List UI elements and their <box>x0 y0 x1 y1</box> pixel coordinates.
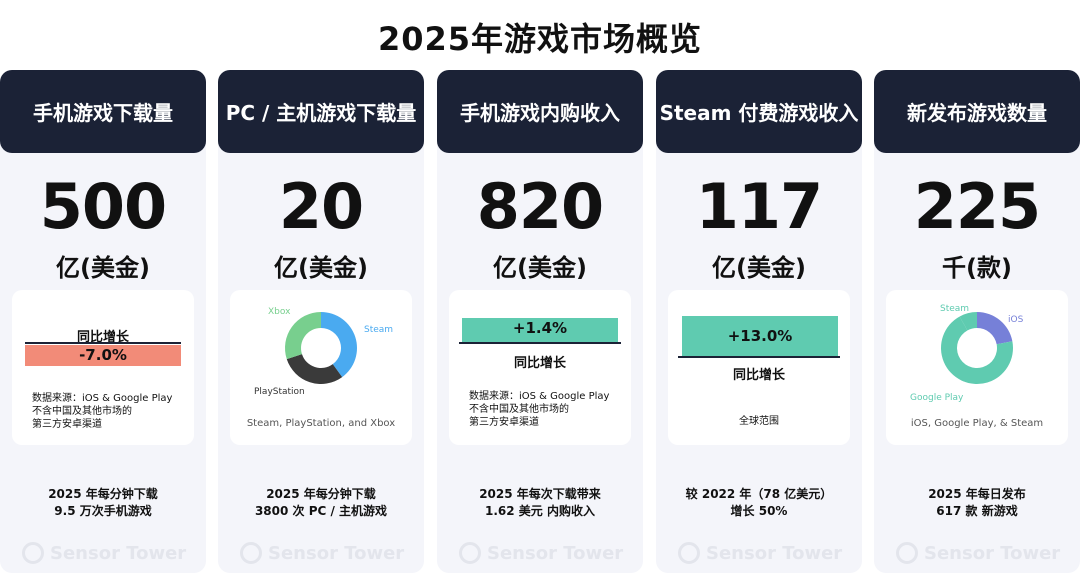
donut-label: Google Play <box>910 393 964 403</box>
yoy-bar: +13.0% <box>682 316 838 356</box>
yoy-bar: -7.0% <box>25 345 181 366</box>
yoy-value: +1.4% <box>462 318 618 338</box>
metric-unit: 亿(美金) <box>56 254 150 282</box>
footer-line: 增长 50% <box>730 504 788 518</box>
watermark-text: Sensor Tower <box>924 542 1061 564</box>
note-line: 第三方安卓渠道 <box>32 419 102 430</box>
metric-unit: 亿(美金) <box>712 254 806 282</box>
card-mobile-downloads: 手机游戏下载量 500 亿(美金) 同比增长 -7.0% 数据来源：iOS & … <box>0 70 206 573</box>
source-note: 数据来源：iOS & Google Play 不含中国及其他市场的 第三方安卓渠… <box>469 390 629 429</box>
watermark-text: Sensor Tower <box>487 542 624 564</box>
card-new-game-releases: 新发布游戏数量 225 千(款) iOS Google Play Steam iOS… <box>874 70 1080 573</box>
platform-donut-chart: Steam PlayStation Xbox <box>254 307 393 397</box>
sensor-tower-watermark: Sensor Tower <box>240 540 410 566</box>
donut-slice-steam <box>959 312 977 331</box>
card-footer: 2025 年每日发布 617 款 新游戏 <box>874 486 1080 520</box>
sensor-tower-logo-icon <box>896 542 918 564</box>
card-steam-paid-revenue: Steam 付费游戏收入 117 亿(美金) +13.0% 同比增长 全球范围 … <box>656 70 862 573</box>
source-line: iOS, Google Play, & Steam <box>910 418 1044 429</box>
sensor-tower-logo-icon <box>22 542 44 564</box>
footer-line: 2025 年每分钟下载 <box>266 487 376 501</box>
sensor-tower-watermark: Sensor Tower <box>896 540 1066 566</box>
yoy-baseline <box>25 342 181 344</box>
footer-line: 2025 年每分钟下载 <box>48 487 158 501</box>
donut-slice-ios <box>977 312 1013 345</box>
note-line: 不含中国及其他市场的 <box>469 404 569 415</box>
note-line: 不含中国及其他市场的 <box>32 406 132 417</box>
card-footer: 2025 年每分钟下载 9.5 万次手机游戏 <box>0 486 206 520</box>
yoy-baseline <box>678 356 840 358</box>
card-footer: 2025 年每次下载带来 1.62 美元 内购收入 <box>437 486 643 520</box>
sensor-tower-logo-icon <box>240 542 262 564</box>
metric-value: 820 <box>476 170 604 243</box>
donut-slice-steam <box>321 312 357 378</box>
footer-line: 1.62 美元 内购收入 <box>485 504 595 518</box>
footer-line: 617 款 新游戏 <box>936 504 1018 518</box>
metric-value: 500 <box>39 170 167 243</box>
metric-value: 225 <box>913 170 1041 243</box>
card-header: Steam 付费游戏收入 <box>656 70 862 153</box>
note-line: 数据来源：iOS & Google Play <box>469 391 610 402</box>
yoy-baseline <box>459 342 621 344</box>
footer-line: 较 2022 年（78 亿美元） <box>685 487 833 501</box>
watermark-text: Sensor Tower <box>50 542 187 564</box>
sensor-tower-watermark: Sensor Tower <box>459 540 629 566</box>
card-header: 新发布游戏数量 <box>874 70 1080 153</box>
donut-label: Steam <box>364 325 393 335</box>
donut-label: Steam <box>940 304 969 314</box>
footer-line: 2025 年每次下载带来 <box>479 487 601 501</box>
card-pc-console-downloads: PC / 主机游戏下载量 20 亿(美金) Steam PlayStation Xb… <box>218 70 424 573</box>
platform-donut-chart: iOS Google Play Steam <box>910 304 1024 403</box>
platform-panel: iOS Google Play Steam iOS, Google Play, & … <box>886 290 1068 445</box>
footer-line: 3800 次 PC / 主机游戏 <box>254 504 388 518</box>
sensor-tower-logo-icon <box>459 542 481 564</box>
card-footer: 较 2022 年（78 亿美元） 增长 50% <box>656 486 862 520</box>
watermark-text: Sensor Tower <box>706 542 843 564</box>
donut-slice-xbox <box>285 312 321 360</box>
page-title: 2025年游戏市场概览 <box>377 20 703 58</box>
yoy-panel: 同比增长 -7.0% 数据来源：iOS & Google Play 不含中国及其… <box>12 290 194 445</box>
donut-slice-google-play <box>941 316 1013 384</box>
cards-row: 手机游戏下载量 500 亿(美金) 同比增长 -7.0% 数据来源：iOS & … <box>0 70 1080 573</box>
source-note: 数据来源：iOS & Google Play 不含中国及其他市场的 第三方安卓渠… <box>32 392 192 431</box>
yoy-label: 同比增长 <box>76 330 129 345</box>
metric-unit: 亿(美金) <box>493 254 587 282</box>
source-line: Steam, PlayStation, and Xbox <box>246 418 396 429</box>
donut-slice-playstation <box>286 354 343 384</box>
donut-label: iOS <box>1008 315 1024 325</box>
metric-value: 20 <box>278 170 364 243</box>
platform-panel: Steam PlayStation Xbox Steam, PlayStation,… <box>230 290 412 445</box>
footer-line: 2025 年每日发布 <box>928 487 1026 501</box>
sensor-tower-watermark: Sensor Tower <box>22 540 192 566</box>
note-line: 第三方安卓渠道 <box>469 417 539 428</box>
yoy-panel: +13.0% 同比增长 全球范围 <box>668 290 850 445</box>
card-mobile-iap-revenue: 手机游戏内购收入 820 亿(美金) +1.4% 同比增长 数据来源：iOS &… <box>437 70 643 573</box>
yoy-bar <box>462 338 618 342</box>
donut-label: PlayStation <box>254 387 305 397</box>
footer-line: 9.5 万次手机游戏 <box>54 504 152 518</box>
sensor-tower-logo-icon <box>678 542 700 564</box>
card-header: 手机游戏下载量 <box>0 70 206 153</box>
sensor-tower-watermark: Sensor Tower <box>678 540 848 566</box>
yoy-label: 同比增长 <box>513 356 566 371</box>
watermark-text: Sensor Tower <box>268 542 405 564</box>
card-footer: 2025 年每分钟下载 3800 次 PC / 主机游戏 <box>218 486 424 520</box>
yoy-panel: +1.4% 同比增长 数据来源：iOS & Google Play 不含中国及其… <box>449 290 631 445</box>
note-line: 数据来源：iOS & Google Play <box>32 393 173 404</box>
metric-value: 117 <box>695 170 823 243</box>
donut-label: Xbox <box>268 307 291 317</box>
scope-note: 全球范围 <box>739 416 779 427</box>
card-header: PC / 主机游戏下载量 <box>218 70 424 153</box>
metric-unit: 千(款) <box>942 254 1012 282</box>
metric-unit: 亿(美金) <box>274 254 368 282</box>
card-header: 手机游戏内购收入 <box>437 70 643 153</box>
yoy-label: 同比增长 <box>732 368 785 383</box>
